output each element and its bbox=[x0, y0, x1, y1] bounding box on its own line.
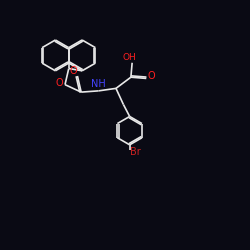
Text: O: O bbox=[56, 78, 63, 88]
Text: Br: Br bbox=[130, 147, 140, 157]
Text: O: O bbox=[69, 66, 77, 76]
Text: O: O bbox=[148, 71, 156, 81]
Text: OH: OH bbox=[123, 53, 136, 62]
Text: NH: NH bbox=[91, 79, 106, 89]
